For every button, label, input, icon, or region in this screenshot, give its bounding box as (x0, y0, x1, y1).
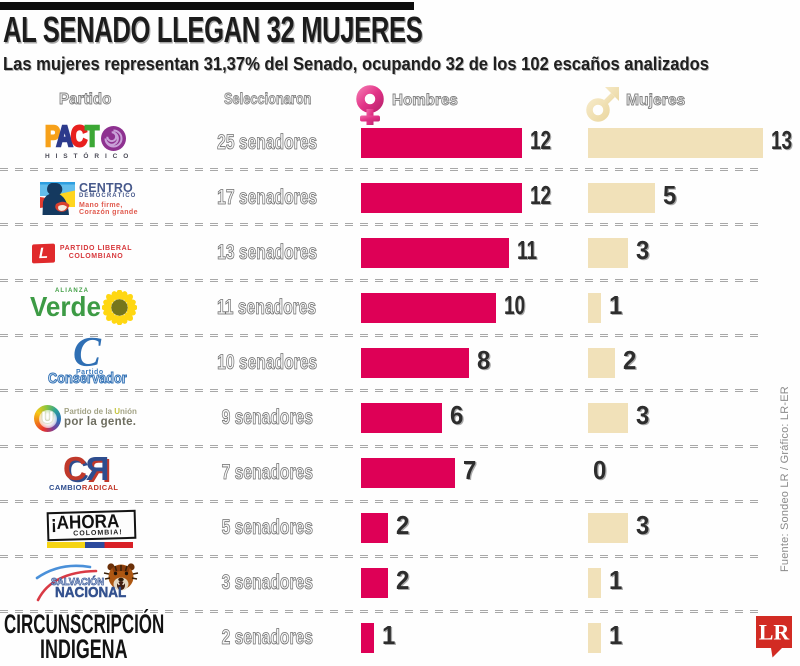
svg-text:LR: LR (759, 620, 791, 645)
